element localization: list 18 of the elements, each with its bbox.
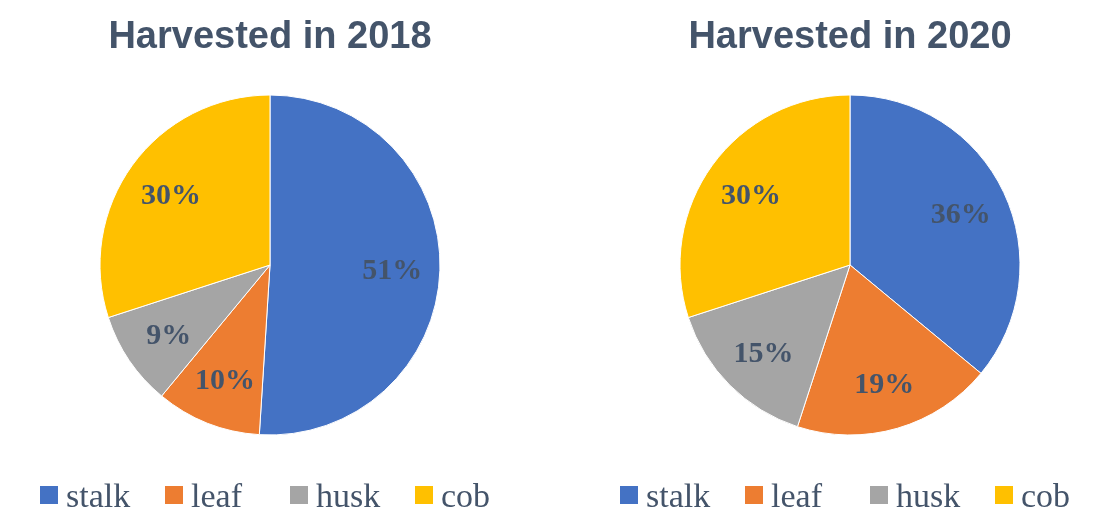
- data-label: 30%: [720, 176, 781, 210]
- data-label: 15%: [733, 335, 794, 369]
- legend-label: cob: [1021, 476, 1071, 513]
- legend-label: leaf: [771, 476, 823, 513]
- chart-title: Harvested in 2018: [108, 14, 432, 56]
- legend-label: husk: [316, 476, 381, 513]
- data-label: 19%: [854, 366, 915, 400]
- legend-label: leaf: [191, 476, 243, 513]
- data-label: 36%: [930, 196, 991, 230]
- legend-label: stalk: [646, 476, 711, 513]
- data-label: 30%: [140, 176, 201, 210]
- data-label: 10%: [194, 362, 255, 396]
- chart-title: Harvested in 2020: [688, 14, 1012, 56]
- data-label: 9%: [146, 317, 192, 351]
- data-label: 51%: [362, 252, 423, 286]
- legend-label: cob: [441, 476, 491, 513]
- legend-label: stalk: [66, 476, 131, 513]
- legend-label: husk: [896, 476, 961, 513]
